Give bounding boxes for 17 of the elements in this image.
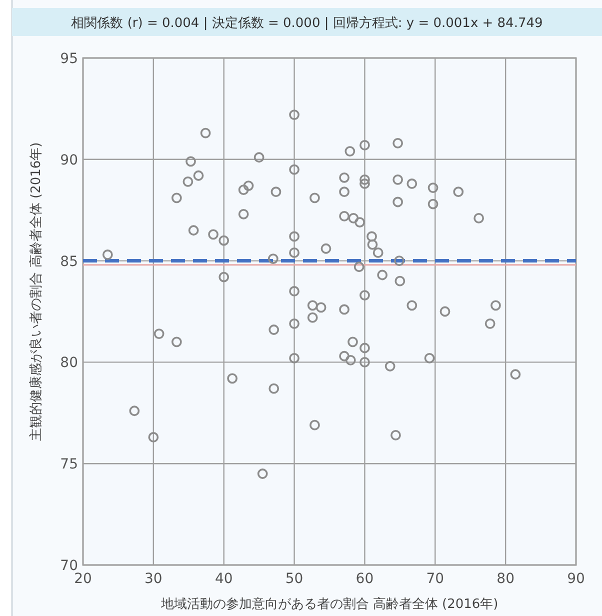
- y-tick-label: 85: [60, 254, 78, 270]
- x-tick-label: 80: [496, 571, 514, 587]
- x-tick-label: 60: [356, 571, 374, 587]
- x-tick-label: 30: [144, 571, 162, 587]
- chart-title: 相関係数 (r) = 0.004 | 決定係数 = 0.000 | 回帰方程式: y = 0.001x + 84.749: [71, 15, 543, 31]
- y-tick-label: 75: [60, 456, 78, 473]
- y-tick-label: 70: [60, 558, 78, 574]
- x-tick-label: 70: [426, 571, 444, 587]
- y-axis-title: 主観的健康感が良い者の割合 高齢者全体 (2016年): [28, 142, 44, 441]
- x-axis-title: 地域活動の参加意向がある者の割合 高齢者全体 (2016年): [160, 596, 498, 612]
- x-tick-label: 40: [214, 571, 233, 587]
- y-tick-label: 90: [60, 152, 78, 168]
- x-tick-label: 90: [567, 571, 585, 587]
- x-tick-label: 50: [285, 571, 304, 587]
- x-tick-label: 20: [74, 571, 92, 587]
- y-tick-label: 95: [60, 51, 78, 67]
- y-tick-label: 80: [60, 355, 78, 372]
